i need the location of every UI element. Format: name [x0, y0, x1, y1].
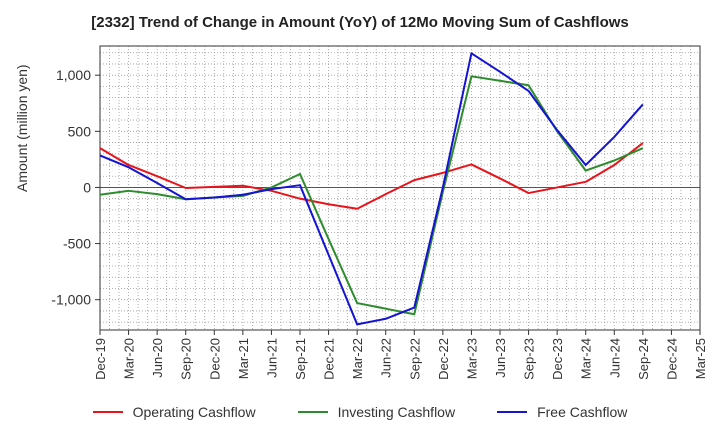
y-tick-label: -1,000 [51, 292, 91, 308]
investing-cashflow-line [99, 75, 644, 316]
x-tick-label: Jun-24 [607, 338, 622, 378]
legend-label: Investing Cashflow [337, 404, 456, 420]
legend-item-free-cashflow: Free Cashflow [497, 404, 627, 420]
x-tick-label: Dec-22 [436, 338, 451, 380]
x-tick-label: Mar-22 [350, 338, 365, 379]
x-tick-label: Dec-19 [93, 338, 108, 380]
y-tick-label: 1,000 [56, 67, 91, 83]
x-tick-label: Jun-21 [264, 338, 279, 378]
x-tick-label: Sep-22 [407, 338, 422, 380]
y-tick-label: 0 [83, 179, 91, 195]
legend-swatch [497, 411, 528, 413]
legend: Operating Cashflow Investing Cashflow Free… [0, 404, 720, 420]
x-tick-label: Sep-21 [293, 338, 308, 380]
plot-area: -1,000 -500 0 500 1,000 Dec-19 Mar-20 Jun-20 Sep… [51, 45, 708, 380]
x-tick-label: Mar-20 [122, 338, 137, 379]
legend-item-investing-cashflow: Investing Cashflow [297, 404, 456, 420]
x-tick-label: Mar-21 [236, 338, 251, 379]
x-tick-label: Mar-25 [693, 338, 708, 379]
legend-swatch [92, 411, 123, 413]
plot-frame [99, 45, 701, 331]
legend-label: Free Cashflow [537, 404, 628, 420]
x-tick-label: Dec-23 [550, 338, 565, 380]
y-tick-label: -500 [63, 236, 91, 252]
chart-title: [2332] Trend of Change in Amount (YoY) o… [91, 14, 629, 31]
y-tick-label: 500 [68, 123, 92, 139]
legend-item-operating-cashflow: Operating Cashflow [92, 404, 256, 420]
free-cashflow-line [99, 52, 644, 326]
x-tick-label: Dec-24 [664, 338, 679, 380]
x-tick-label: Jun-20 [150, 338, 165, 378]
legend-label: Operating Cashflow [132, 404, 256, 420]
x-tick-label: Jun-22 [379, 338, 394, 378]
x-tick-label: Sep-23 [522, 338, 537, 380]
x-tick-label: Jun-23 [493, 338, 508, 378]
x-tick-label: Dec-20 [207, 338, 222, 380]
x-tick-label: Mar-23 [464, 338, 479, 379]
operating-cashflow-line [99, 142, 644, 210]
x-tick-label: Dec-21 [322, 338, 337, 380]
x-tick-label: Sep-20 [179, 338, 194, 380]
x-tick-label: Mar-24 [579, 338, 594, 379]
legend-swatch [297, 411, 328, 413]
x-tick-label: Sep-24 [636, 338, 651, 380]
